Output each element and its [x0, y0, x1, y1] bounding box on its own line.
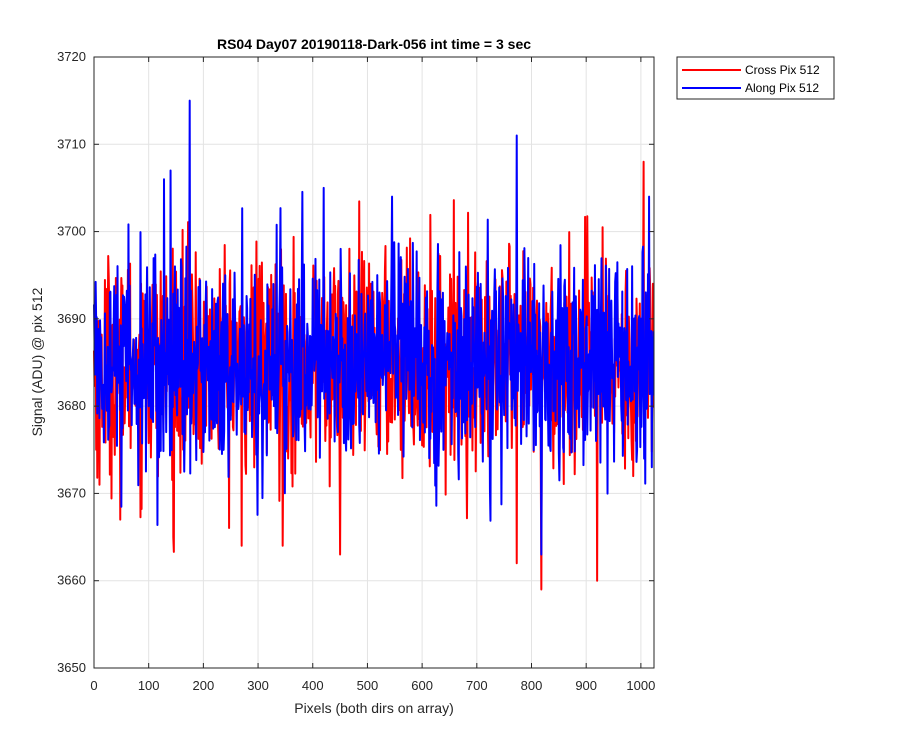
- series-lines: [93, 99, 655, 591]
- y-tick-label: 3720: [57, 49, 86, 64]
- x-tick-label: 500: [357, 678, 379, 693]
- x-tick-label: 100: [138, 678, 160, 693]
- y-tick-label: 3680: [57, 398, 86, 413]
- x-tick-label: 200: [193, 678, 215, 693]
- x-tick-label: 0: [90, 678, 97, 693]
- y-tick-label: 3700: [57, 224, 86, 239]
- ticks: 0 100 200 300 400 500 600 700 800 900 1000 3650 3660…: [57, 49, 655, 693]
- y-tick-label: 3670: [57, 485, 86, 500]
- x-tick-label: 600: [411, 678, 433, 693]
- legend-label-along: Along Pix 512: [745, 81, 819, 95]
- y-tick-label: 3690: [57, 311, 86, 326]
- y-tick-label: 3660: [57, 573, 86, 588]
- x-tick-label: 900: [575, 678, 597, 693]
- legend-label-cross: Cross Pix 512: [745, 63, 820, 77]
- x-tick-label: 700: [466, 678, 488, 693]
- chart-title: RS04 Day07 20190118-Dark-056 int time = …: [217, 36, 531, 52]
- x-tick-label: 1000: [626, 678, 655, 693]
- legend: Cross Pix 512 Along Pix 512: [676, 56, 835, 100]
- legend-box: [676, 56, 835, 100]
- y-tick-label: 3650: [57, 660, 86, 675]
- x-tick-label: 400: [302, 678, 324, 693]
- y-axis-title: Signal (ADU) @ pix 512: [29, 287, 45, 436]
- x-tick-label: 300: [247, 678, 269, 693]
- x-tick-label: 800: [521, 678, 543, 693]
- x-axis-title: Pixels (both dirs on array): [294, 700, 454, 716]
- y-tick-label: 3710: [57, 136, 86, 151]
- series-line-along-pix-512: [93, 99, 655, 556]
- plot-frame: [93, 56, 655, 669]
